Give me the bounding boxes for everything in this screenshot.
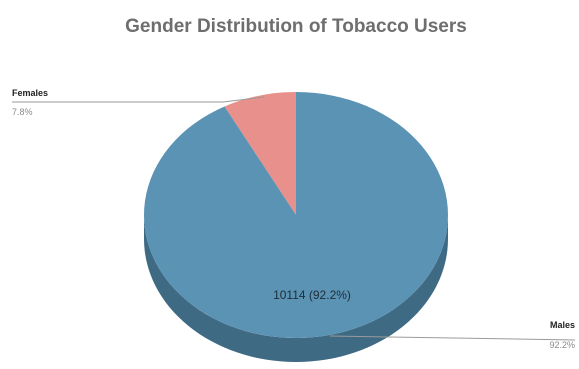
callout-line-females	[12, 96, 265, 103]
callout-name-males: Males	[550, 320, 575, 330]
pie-depth	[144, 215, 448, 362]
pie-slice-males	[143, 92, 448, 338]
callout-line-males	[329, 335, 576, 341]
chart-title: Gender Distribution of Tobacco Users	[125, 16, 467, 37]
pie-labels: 10114 (92.2%) Females 7.8% Males 92.2%	[12, 88, 576, 350]
pie-slice-females	[224, 92, 296, 215]
pie-side-males	[144, 215, 448, 362]
callout-name-females: Females	[12, 88, 48, 98]
callout-percent-females: 7.8%	[12, 107, 33, 117]
callout-percent-males: 92.2%	[549, 340, 575, 350]
slice-data-label-males: 10114 (92.2%)	[273, 288, 351, 302]
pie-slices	[143, 92, 448, 338]
